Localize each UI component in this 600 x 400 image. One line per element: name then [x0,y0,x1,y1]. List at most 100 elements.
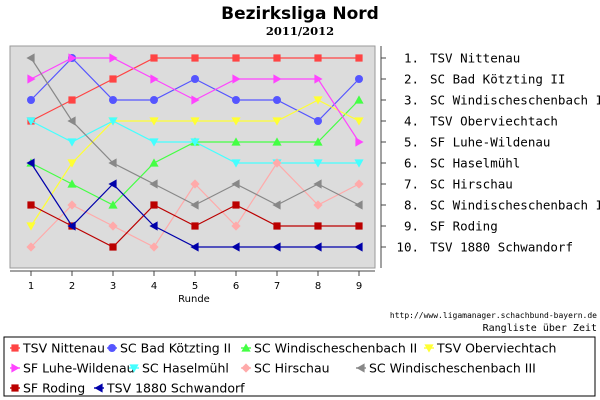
data-point [354,179,364,189]
data-point [272,137,282,146]
data-point [149,242,159,252]
legend-marker [11,344,19,352]
ranking-list: 1. TSV Nittenau 2. SC Bad Kötzting II 3. SC W… [396,51,600,255]
legend-item: SF Roding [10,381,85,396]
data-point [272,117,282,126]
data-point [313,242,322,252]
legend-item: SC Windischeschenbach II [241,341,417,356]
data-point [68,53,77,63]
rank-label: 4. TSV Oberviechtach [404,114,558,129]
data-point [314,222,322,230]
x-tick-label: 3 [110,281,116,292]
rank-label: 6. SC Haselmühl [404,156,520,171]
data-point [190,242,199,252]
data-point [354,242,363,252]
legend-label: SF Luhe-Wildenau [23,361,135,376]
data-point [149,117,159,126]
data-point [68,96,76,104]
legend-marker [129,364,139,373]
data-point [150,201,158,209]
x-tick-label: 4 [151,281,157,292]
legend-item: SC Windischeschenbach III [356,361,536,376]
chart-subtitle: 2011/2012 [266,24,334,38]
rank-number: 2. [404,72,419,87]
data-point [191,95,200,105]
data-point [150,74,159,84]
data-point [108,158,117,168]
data-point [232,54,240,62]
rank-label: 1. TSV Nittenau [404,51,520,66]
data-point [354,95,364,104]
data-point [67,200,77,210]
rank-number: 7. [404,177,419,192]
data-point [108,221,118,231]
legend-label: SC Hirschau [254,361,330,376]
rank-number: 4. [404,114,419,129]
data-point [354,159,364,168]
data-point [190,179,200,189]
data-point [109,53,118,63]
rank-label: 5. SF Luhe-Wildenau [404,135,550,150]
legend-label: SC Windischeschenbach III [369,361,536,376]
data-point [109,75,117,83]
data-point [149,179,158,189]
data-point [231,117,241,126]
series-lines [26,53,364,252]
data-point [26,158,35,168]
data-point [314,117,322,125]
data-point [313,96,323,105]
data-point [314,54,322,62]
data-point [355,54,363,62]
rank-label: 2. SC Bad Kötzting II [404,72,566,87]
data-point [231,179,240,189]
rank-team: SC Haselmühl [430,156,520,171]
data-point [273,74,282,84]
data-point [273,96,281,104]
data-point [313,137,323,146]
legend-marker [94,383,103,393]
data-point [27,201,35,209]
data-point [314,74,323,84]
data-point [27,74,36,84]
data-point [231,137,241,146]
rank-team: SC Hirschau [430,177,513,192]
data-point [272,200,281,210]
x-tick-label: 7 [274,281,280,292]
data-point [191,75,199,83]
plot-area [9,45,376,269]
data-point [26,53,35,63]
series-group [26,158,363,252]
rank-team: SC Bad Kötzting II [430,72,565,87]
legend-item: SC Haselmühl [129,361,229,376]
x-tick-label: 1 [28,281,34,292]
legend-item: TSV 1880 Schwandorf [94,381,245,396]
legend-marker [356,363,365,373]
data-point [190,200,199,210]
rank-number: 5. [404,135,419,150]
data-point [26,222,36,231]
rank-number: 1. [404,51,419,66]
data-point [191,54,199,62]
rank-number: 8. [404,198,419,213]
data-point [109,243,117,251]
data-point [67,116,76,126]
data-point [150,96,158,104]
legend-item: SF Luhe-Wildenau [10,361,135,376]
data-point [67,138,77,147]
series-group [26,96,364,231]
data-point [108,179,117,189]
data-point [149,221,158,231]
rank-number: 9. [404,219,419,234]
data-point [67,159,77,168]
legend-marker [424,344,434,353]
data-point [355,75,363,83]
series-group [26,53,363,210]
legend-marker [241,363,251,373]
rank-team: TSV Oberviechtach [430,114,558,129]
data-point [191,222,199,230]
rank-number: 10. [396,240,419,255]
data-point [354,117,364,126]
legend-marker [108,344,116,352]
legend-marker [11,384,19,392]
